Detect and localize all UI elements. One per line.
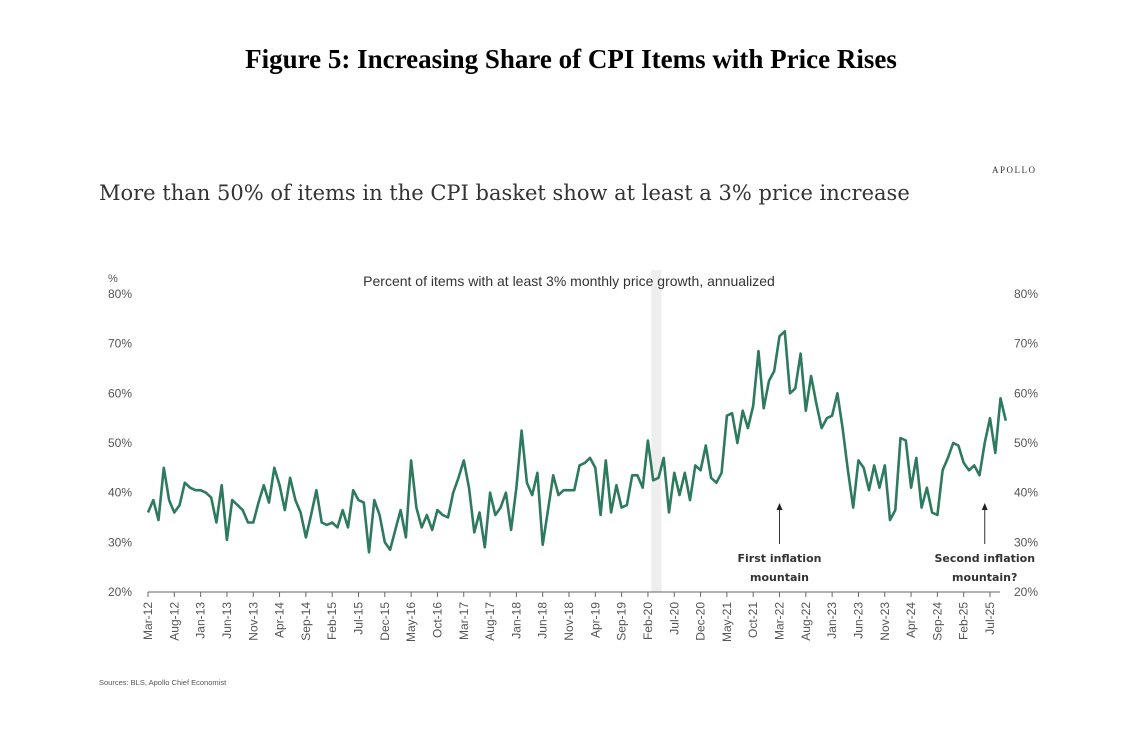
x-tick-label: Apr-24	[904, 602, 918, 638]
x-tick-label: Aug-22	[799, 602, 813, 641]
y-tick-label-right: 70%	[1014, 337, 1038, 351]
annotation-first-inflation: First inflation mountain	[738, 503, 822, 584]
y-tick-label-right: 80%	[1014, 287, 1038, 301]
chart-headline: More than 50% of items in the CPI basket…	[99, 181, 910, 205]
x-tick-label: Sep-24	[930, 602, 944, 641]
x-tick-label: Dec-15	[378, 602, 392, 641]
x-tick-label: Sep-14	[299, 602, 313, 641]
x-tick-label: Jan-13	[194, 602, 208, 639]
x-tick-label: Feb-25	[957, 602, 971, 640]
x-tick-label: Jul-15	[352, 602, 366, 635]
y-tick-label-right: 20%	[1014, 585, 1038, 599]
x-tick-label: Sep-19	[615, 602, 629, 641]
sources-note: Sources: BLS, Apollo Chief Economist	[99, 678, 227, 687]
x-tick-label: Nov-18	[562, 602, 576, 641]
y-tick-label-right: 60%	[1014, 386, 1038, 400]
x-tick-label: Apr-14	[273, 602, 287, 638]
x-tick-label: Apr-19	[588, 602, 602, 638]
x-tick-label: May-21	[720, 602, 734, 642]
annotation-label: mountain	[750, 571, 809, 584]
y-tick-label-left: 60%	[108, 386, 132, 400]
x-tick-label: Jul-20	[667, 602, 681, 635]
annotation-label: Second inflation	[934, 552, 1035, 565]
x-tick-label: Feb-20	[641, 602, 655, 640]
annotation-label: First inflation	[738, 552, 822, 565]
x-tick-label: Mar-17	[457, 602, 471, 640]
x-tick-label: Jun-18	[536, 602, 550, 639]
x-tick-label: May-16	[404, 602, 418, 642]
y-axis-unit-label: %	[108, 273, 118, 285]
x-tick-label: Aug-12	[167, 602, 181, 641]
x-tick-label: Nov-23	[878, 602, 892, 641]
chart-subtitle: Percent of items with at least 3% monthl…	[363, 273, 775, 289]
annotation-second-inflation: Second inflation mountain?	[934, 503, 1035, 584]
x-tick-label: Jul-25	[983, 602, 997, 635]
series-line	[146, 330, 1008, 554]
arrow-head-icon	[776, 503, 783, 510]
x-tick-label: Feb-15	[325, 602, 339, 640]
x-tick-label: Dec-20	[694, 602, 708, 641]
y-tick-label-left: 30%	[108, 535, 132, 549]
line-chart: Percent of items with at least 3% monthl…	[108, 270, 1038, 642]
x-tick-label: Mar-22	[773, 602, 787, 640]
y-tick-label-left: 50%	[108, 436, 132, 450]
y-tick-label-right: 50%	[1014, 436, 1038, 450]
x-tick-label: Oct-21	[746, 602, 760, 638]
annotation-label: mountain?	[952, 571, 1017, 584]
y-tick-label-right: 30%	[1014, 535, 1038, 549]
x-tick-label: Jun-13	[220, 602, 234, 639]
x-tick-label: Aug-17	[483, 602, 497, 641]
x-tick-label: Jan-18	[509, 602, 523, 639]
x-tick-label: Oct-16	[430, 602, 444, 638]
y-tick-label-left: 40%	[108, 486, 132, 500]
x-tick-label: Jun-23	[851, 602, 865, 639]
brand-logo: APOLLO	[992, 165, 1037, 175]
x-tick-label: Mar-12	[141, 602, 155, 640]
y-tick-label-left: 70%	[108, 337, 132, 351]
recession-shade	[651, 270, 662, 592]
y-tick-label-right: 40%	[1014, 486, 1038, 500]
arrow-head-icon	[981, 503, 988, 510]
y-tick-label-left: 20%	[108, 585, 132, 599]
figure-title: Figure 5: Increasing Share of CPI Items …	[245, 44, 897, 74]
y-tick-label-left: 80%	[108, 287, 132, 301]
x-tick-label: Jan-23	[825, 602, 839, 639]
x-tick-label: Nov-13	[246, 602, 260, 641]
